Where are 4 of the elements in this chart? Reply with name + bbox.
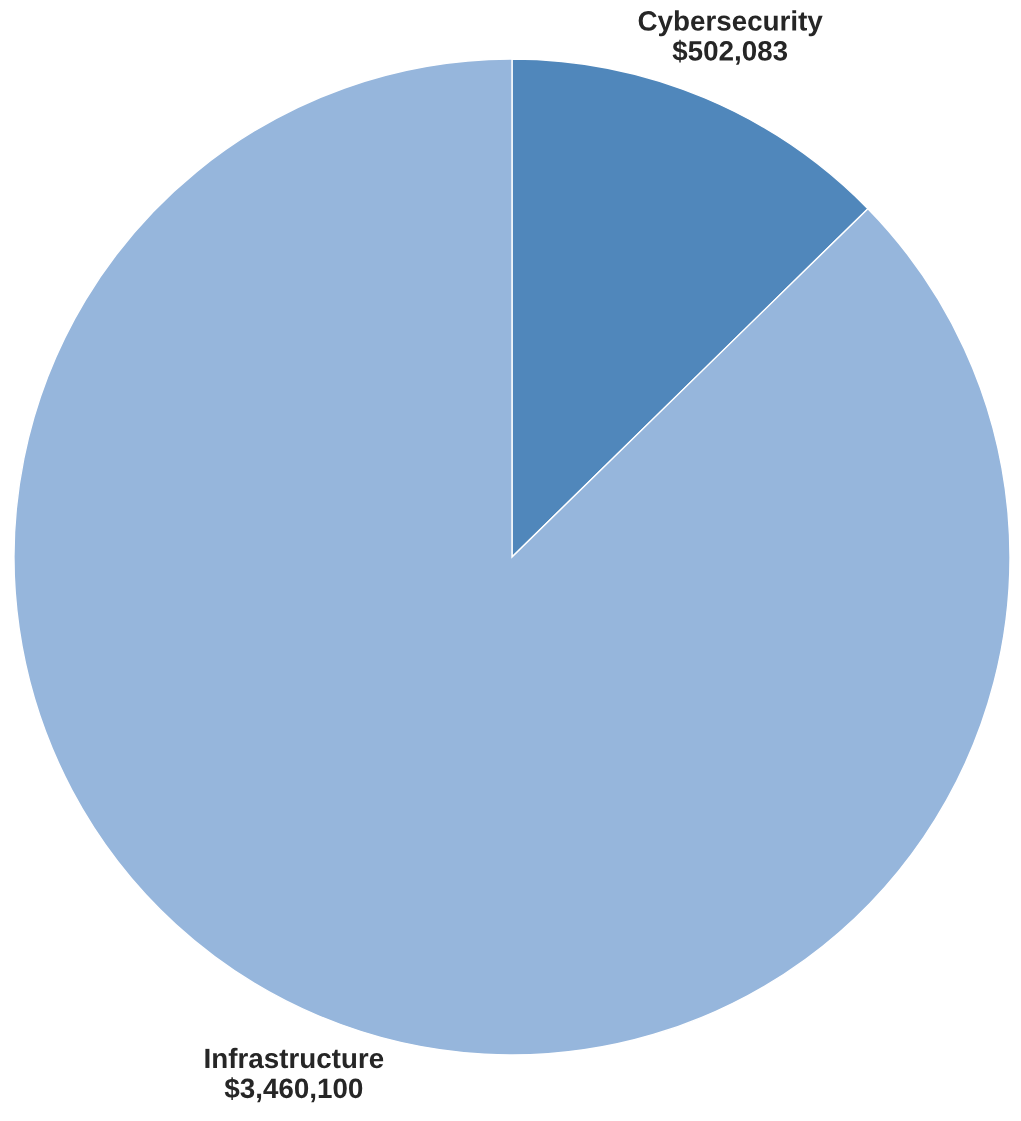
slice-label: Cybersecurity	[638, 10, 823, 37]
slice-label: Infrastructure	[205, 1047, 384, 1069]
data-label: $3,460,100	[224, 1077, 363, 1103]
data-label: $502,083	[672, 39, 788, 65]
